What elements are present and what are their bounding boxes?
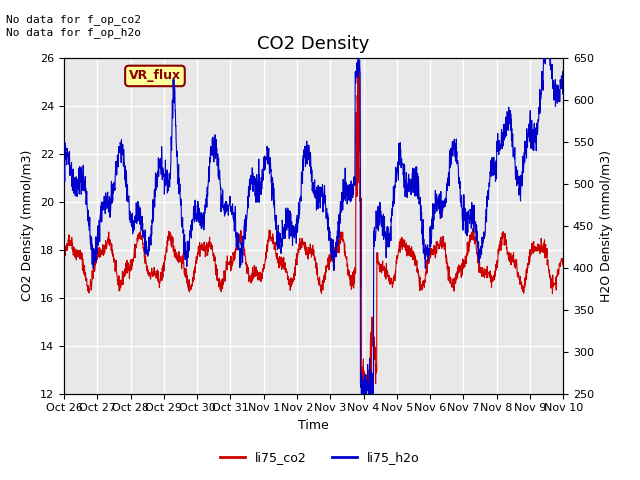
Y-axis label: H2O Density (mmol/m3): H2O Density (mmol/m3) bbox=[600, 150, 612, 301]
Legend: li75_co2, li75_h2o: li75_co2, li75_h2o bbox=[215, 446, 425, 469]
Text: VR_flux: VR_flux bbox=[129, 70, 181, 83]
Y-axis label: CO2 Density (mmol/m3): CO2 Density (mmol/m3) bbox=[22, 150, 35, 301]
Text: No data for f_op_co2
No data for f_op_h2o: No data for f_op_co2 No data for f_op_h2… bbox=[6, 14, 141, 38]
X-axis label: Time: Time bbox=[298, 419, 329, 432]
Title: CO2 Density: CO2 Density bbox=[257, 35, 370, 53]
